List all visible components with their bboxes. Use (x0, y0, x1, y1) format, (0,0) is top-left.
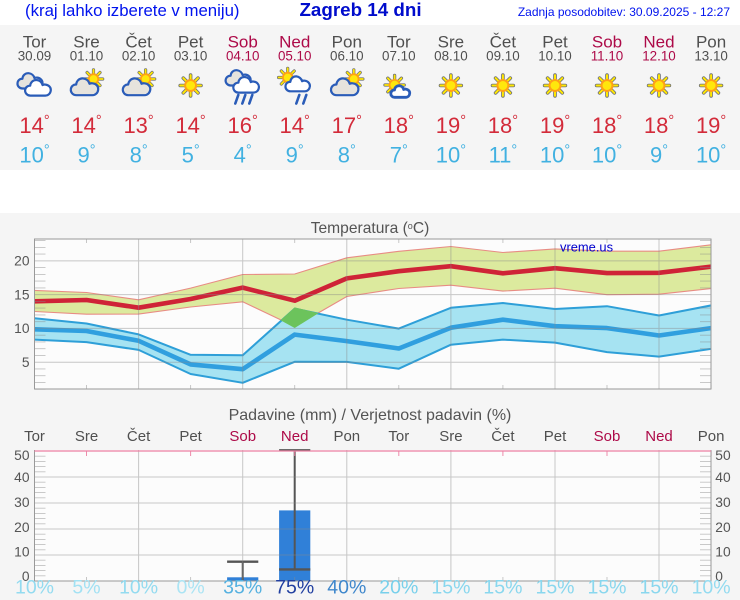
svg-text:07.10: 07.10 (382, 49, 416, 64)
svg-text:Sob: Sob (228, 33, 258, 52)
svg-text:04.10: 04.10 (226, 49, 260, 64)
svg-text:18°: 18° (488, 113, 518, 138)
svg-text:15: 15 (14, 287, 30, 302)
svg-text:02.10: 02.10 (122, 49, 156, 64)
svg-text:(kraj lahko izberete v meniju): (kraj lahko izberete v meniju) (25, 1, 240, 20)
svg-text:Sre: Sre (439, 428, 462, 445)
svg-text:20: 20 (715, 520, 731, 535)
svg-text:Temperatura (oC): Temperatura (oC) (311, 220, 430, 237)
svg-text:Tor: Tor (388, 428, 409, 445)
svg-text:10: 10 (14, 545, 30, 560)
svg-text:30: 30 (715, 495, 731, 510)
svg-text:Sre: Sre (438, 33, 464, 52)
svg-text:20: 20 (14, 254, 30, 269)
svg-text:Zagreb 14 dni: Zagreb 14 dni (299, 0, 421, 20)
svg-text:0%: 0% (177, 577, 205, 599)
svg-text:14°: 14° (280, 113, 310, 138)
svg-text:0: 0 (22, 569, 30, 584)
svg-text:Čet: Čet (125, 33, 152, 52)
svg-text:Sob: Sob (592, 33, 622, 52)
svg-text:Pet: Pet (179, 428, 202, 445)
svg-text:Sob: Sob (594, 428, 621, 445)
svg-text:Pon: Pon (332, 33, 362, 52)
svg-text:Čet: Čet (127, 428, 151, 445)
svg-text:15%: 15% (535, 577, 574, 599)
svg-text:08.10: 08.10 (434, 49, 468, 64)
svg-text:01.10: 01.10 (70, 49, 104, 64)
svg-text:40: 40 (14, 470, 30, 485)
svg-text:75%: 75% (275, 577, 314, 599)
svg-text:vreme.us: vreme.us (560, 240, 613, 255)
svg-text:03.10: 03.10 (174, 49, 208, 64)
svg-text:Tor: Tor (387, 33, 411, 52)
svg-text:30.09: 30.09 (18, 49, 52, 64)
svg-text:06.10: 06.10 (330, 49, 364, 64)
svg-text:Pon: Pon (698, 428, 725, 445)
svg-text:Pon: Pon (333, 428, 360, 445)
svg-text:50: 50 (715, 448, 731, 463)
svg-text:Padavine (mm) / Verjetnost pad: Padavine (mm) / Verjetnost padavin (%) (229, 407, 512, 424)
svg-text:Pet: Pet (178, 33, 204, 52)
svg-text:Sre: Sre (75, 428, 98, 445)
svg-text:Ned: Ned (279, 33, 310, 52)
svg-text:Zadnja posodobitev: 30.09.2025: Zadnja posodobitev: 30.09.2025 - 12:27 (518, 5, 730, 19)
svg-text:10: 10 (14, 321, 30, 336)
svg-text:20: 20 (14, 520, 30, 535)
svg-text:Ned: Ned (643, 33, 674, 52)
svg-text:05.10: 05.10 (278, 49, 312, 64)
svg-text:Ned: Ned (281, 428, 309, 445)
svg-text:12.10: 12.10 (642, 49, 676, 64)
svg-text:15%: 15% (483, 577, 522, 599)
svg-text:10.10: 10.10 (538, 49, 572, 64)
svg-text:Pet: Pet (544, 428, 567, 445)
svg-text:10%: 10% (15, 577, 54, 599)
svg-text:Tor: Tor (24, 428, 45, 445)
svg-text:Sre: Sre (73, 33, 99, 52)
svg-text:Čet: Čet (490, 33, 517, 52)
svg-text:Pon: Pon (696, 33, 726, 52)
svg-text:10%: 10% (692, 577, 731, 599)
svg-text:Čet: Čet (491, 428, 515, 445)
svg-text:15%: 15% (587, 577, 626, 599)
svg-text:Sob: Sob (229, 428, 256, 445)
svg-text:5: 5 (22, 355, 30, 370)
svg-text:11.10: 11.10 (591, 49, 624, 64)
svg-text:10%: 10% (119, 577, 158, 599)
svg-text:50: 50 (14, 448, 30, 463)
svg-text:Tor: Tor (23, 33, 47, 52)
svg-text:Ned: Ned (645, 428, 673, 445)
svg-text:10: 10 (715, 545, 731, 560)
svg-text:13.10: 13.10 (694, 49, 728, 64)
svg-text:40: 40 (715, 470, 731, 485)
svg-text:15%: 15% (639, 577, 678, 599)
svg-text:15%: 15% (431, 577, 470, 599)
svg-text:40%: 40% (327, 577, 366, 599)
svg-text:35%: 35% (223, 577, 262, 599)
svg-text:20%: 20% (379, 577, 418, 599)
svg-text:5%: 5% (72, 577, 100, 599)
svg-text:0: 0 (715, 569, 723, 584)
svg-text:09.10: 09.10 (486, 49, 520, 64)
svg-text:Pet: Pet (542, 33, 568, 52)
svg-text:30: 30 (14, 495, 30, 510)
